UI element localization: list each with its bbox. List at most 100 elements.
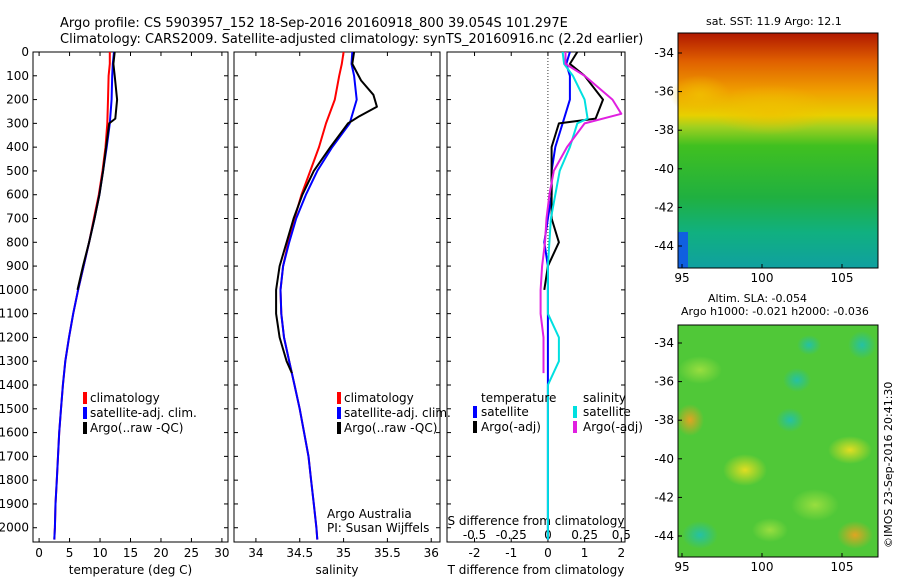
depth-tick-label: 800 <box>6 235 29 249</box>
x-tick-label: 1 <box>581 546 589 560</box>
salinity-panel: 34 34.5 35 35.5 36 salinity <box>233 51 441 577</box>
x-tick-label: 2 <box>618 546 626 560</box>
sla-blob <box>678 356 722 384</box>
depth-tick-label: 1100 <box>0 307 29 321</box>
difference-xlabel: T difference from climatology <box>447 563 625 577</box>
sla-map-title1: Altim. SLA: -0.054 <box>708 292 807 305</box>
sla-blob <box>848 331 876 359</box>
series-line-argo-raw-qc- <box>275 51 378 374</box>
legend-swatch-climatology <box>337 392 341 404</box>
lon-tick-label: 105 <box>831 271 854 285</box>
lat-tick-label: -42 <box>654 490 674 504</box>
x-tick-label: 35.5 <box>374 546 401 560</box>
lat-tick-label: -40 <box>654 162 674 176</box>
legend-label-argo: Argo(..raw -QC) <box>344 421 437 435</box>
x-tick-label: 35 <box>336 546 351 560</box>
top-tick-label: -0.5 <box>463 528 486 542</box>
legend-swatch-argo <box>337 422 341 434</box>
lat-tick-label: -40 <box>654 452 674 466</box>
salinity-xlabel: salinity <box>315 563 358 577</box>
legend-label-argo: Argo(..raw -QC) <box>90 421 183 435</box>
depth-tick-label: 1300 <box>0 354 29 368</box>
depth-tick-label: 300 <box>6 116 29 130</box>
timestamp: ©IMOS 23-Sep-2016 20:41:30 <box>882 382 895 548</box>
series-line-argo-raw-qc- <box>76 51 119 291</box>
x-tick-label: 0 <box>35 546 43 560</box>
sla-blob <box>752 518 788 542</box>
x-tick-label: 34.5 <box>286 546 313 560</box>
lat-tick-label: -38 <box>654 123 674 137</box>
x-tick-label: -2 <box>469 546 481 560</box>
series-line-salinity-argo-adj- <box>539 52 623 374</box>
legend-label-satellite-adj: satellite-adj. clim. <box>90 406 197 420</box>
legend-label-climatology: climatology <box>344 391 414 405</box>
difference-top-label: S difference from climatology <box>448 514 625 528</box>
temperature-axes-frame <box>32 51 229 543</box>
legend-label-satellite-adj: satellite-adj. clim. <box>344 406 451 420</box>
header-line2: Climatology: CARS2009. Satellite-adjuste… <box>60 32 643 47</box>
difference-legend: temperature salinity satellite Argo(-adj… <box>473 391 643 434</box>
top-tick-label: 0.5 <box>612 528 631 542</box>
depth-tick-label: 400 <box>6 140 29 154</box>
lat-tick-label: -38 <box>654 413 674 427</box>
x-tick-label: 30 <box>214 546 229 560</box>
depth-tick-label: 1700 <box>0 449 29 463</box>
x-tick-label: 0 <box>544 546 552 560</box>
legend-swatch-satellite-adj <box>83 407 87 419</box>
salinity-axes-frame <box>233 51 441 543</box>
sst-map-cold-edge <box>678 232 688 268</box>
credit-org: Argo Australia <box>327 507 412 521</box>
lat-tick-label: -36 <box>654 375 674 389</box>
depth-tick-label: 1400 <box>0 378 29 392</box>
sst-map-title: sat. SST: 11.9 Argo: 12.1 <box>706 15 842 28</box>
x-tick-label: 5 <box>66 546 74 560</box>
depth-tick-label: 900 <box>6 259 29 273</box>
depth-tick-label: 1000 <box>0 283 29 297</box>
x-tick-label: 34 <box>248 546 263 560</box>
sst-map-warm-patch <box>670 75 730 115</box>
legend-label-s-satellite: satellite <box>583 405 631 419</box>
sla-blob <box>723 454 767 486</box>
depth-tick-label: 0 <box>21 45 29 59</box>
legend-heading-temperature: temperature <box>481 391 556 405</box>
salinity-legend: climatology satellite-adj. clim. Argo(..… <box>337 391 451 435</box>
sla-blob <box>828 436 872 464</box>
legend-swatch-climatology <box>83 392 87 404</box>
difference-panel: -2 -1 0 1 2 T difference from climatology S di… <box>446 51 631 577</box>
header-line1: Argo profile: CS 5903957_152 18-Sep-2016… <box>60 16 568 31</box>
sla-blob <box>837 521 873 549</box>
credit-pi: PI: Susan Wijffels <box>327 521 429 535</box>
sla-blob <box>791 489 839 521</box>
top-tick-label: 0.25 <box>571 528 598 542</box>
lon-tick-label: 95 <box>674 271 689 285</box>
sla-blob <box>783 368 811 392</box>
lat-tick-label: -36 <box>654 85 674 99</box>
legend-swatch-s-satellite <box>573 406 577 418</box>
series-line-satellite-adj-clim- <box>279 51 358 540</box>
legend-swatch-satellite-adj <box>337 407 341 419</box>
lat-tick-label: -44 <box>654 239 674 253</box>
depth-tick-label: 1800 <box>0 473 29 487</box>
legend-label-climatology: climatology <box>90 391 160 405</box>
sla-blob <box>776 408 804 432</box>
depth-tick-label: 200 <box>6 93 29 107</box>
x-tick-label: 20 <box>153 546 168 560</box>
lon-tick-label: 100 <box>751 271 774 285</box>
legend-label-s-argo: Argo(-adj) <box>583 420 643 434</box>
sst-map: sat. SST: 11.9 Argo: 12.1 -34 -36 -38 -40 -4… <box>654 15 879 285</box>
lon-tick-label: 105 <box>831 560 854 574</box>
sla-map: Altim. SLA: -0.054 Argo h1000: -0.021 h2… <box>654 292 879 574</box>
depth-tick-label: 600 <box>6 188 29 202</box>
depth-tick-label: 1200 <box>0 330 29 344</box>
depth-tick-label: 2000 <box>0 521 29 535</box>
lat-tick-label: -34 <box>654 336 674 350</box>
sst-map-frame <box>677 32 879 269</box>
temperature-xlabel: temperature (deg C) <box>69 563 192 577</box>
legend-swatch-t-argo <box>473 421 477 433</box>
sla-blob <box>682 521 718 549</box>
sla-map-title2: Argo h1000: -0.021 h2000: -0.036 <box>681 305 869 318</box>
legend-label-t-satellite: satellite <box>481 405 529 419</box>
lat-tick-label: -42 <box>654 200 674 214</box>
sst-map-field <box>678 33 878 268</box>
